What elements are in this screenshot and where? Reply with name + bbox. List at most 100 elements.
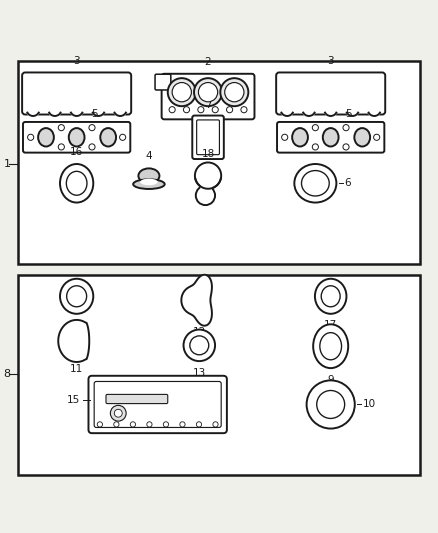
Ellipse shape — [133, 179, 165, 189]
Circle shape — [312, 125, 318, 131]
Text: 2: 2 — [205, 57, 212, 67]
FancyBboxPatch shape — [106, 394, 168, 403]
Circle shape — [343, 144, 349, 150]
Polygon shape — [181, 275, 212, 326]
Circle shape — [163, 422, 169, 427]
Circle shape — [97, 422, 102, 427]
Circle shape — [226, 107, 233, 113]
Ellipse shape — [38, 128, 54, 147]
Circle shape — [241, 107, 247, 113]
Circle shape — [213, 422, 218, 427]
FancyBboxPatch shape — [276, 72, 385, 115]
Circle shape — [114, 422, 119, 427]
FancyBboxPatch shape — [88, 376, 227, 433]
Ellipse shape — [315, 279, 346, 314]
Circle shape — [48, 105, 61, 118]
Bar — [18, 275, 420, 474]
Text: 7: 7 — [205, 100, 212, 110]
Circle shape — [147, 422, 152, 427]
Circle shape — [220, 78, 248, 106]
Ellipse shape — [69, 128, 85, 147]
Circle shape — [184, 329, 215, 361]
FancyBboxPatch shape — [192, 116, 224, 159]
Text: 17: 17 — [324, 320, 337, 330]
Circle shape — [282, 134, 288, 140]
FancyBboxPatch shape — [277, 122, 384, 152]
Circle shape — [317, 391, 345, 418]
Circle shape — [198, 107, 204, 113]
Text: 3: 3 — [73, 56, 80, 66]
Circle shape — [194, 78, 222, 106]
Text: 5: 5 — [345, 109, 352, 119]
Circle shape — [110, 405, 126, 421]
Text: 5: 5 — [91, 109, 98, 119]
Circle shape — [89, 125, 95, 131]
Text: 10: 10 — [363, 399, 376, 409]
Circle shape — [180, 422, 185, 427]
Ellipse shape — [67, 286, 87, 307]
Circle shape — [28, 134, 34, 140]
Text: 4: 4 — [145, 151, 152, 161]
Text: 8: 8 — [4, 369, 11, 379]
Circle shape — [225, 83, 244, 102]
Text: 13: 13 — [193, 368, 206, 378]
Ellipse shape — [321, 286, 340, 307]
FancyBboxPatch shape — [155, 74, 171, 90]
Circle shape — [212, 107, 218, 113]
Circle shape — [374, 134, 380, 140]
Circle shape — [343, 125, 349, 131]
Ellipse shape — [320, 333, 342, 360]
FancyBboxPatch shape — [197, 120, 219, 155]
Circle shape — [184, 107, 190, 113]
Circle shape — [302, 105, 315, 118]
Circle shape — [114, 105, 127, 118]
Circle shape — [27, 105, 39, 118]
Circle shape — [368, 105, 381, 118]
Circle shape — [70, 105, 83, 118]
Circle shape — [198, 83, 218, 102]
Text: 12: 12 — [193, 327, 206, 336]
Circle shape — [89, 144, 95, 150]
Circle shape — [120, 134, 126, 140]
FancyBboxPatch shape — [162, 74, 254, 119]
Circle shape — [196, 422, 201, 427]
Ellipse shape — [301, 171, 329, 196]
FancyBboxPatch shape — [22, 72, 131, 115]
Circle shape — [281, 105, 293, 118]
Text: 14: 14 — [70, 320, 83, 330]
Text: 11: 11 — [70, 364, 83, 374]
Text: 1: 1 — [4, 159, 11, 168]
Circle shape — [172, 83, 191, 102]
Ellipse shape — [66, 171, 87, 195]
Circle shape — [324, 105, 337, 118]
Circle shape — [168, 78, 196, 106]
Ellipse shape — [313, 324, 348, 368]
Circle shape — [92, 105, 105, 118]
Text: 9: 9 — [327, 375, 334, 385]
Circle shape — [130, 422, 135, 427]
Ellipse shape — [60, 164, 93, 203]
Text: 6: 6 — [344, 178, 351, 188]
Circle shape — [190, 336, 209, 355]
Circle shape — [195, 163, 221, 189]
Circle shape — [169, 107, 175, 113]
Ellipse shape — [294, 164, 336, 203]
Circle shape — [58, 144, 64, 150]
Text: 18: 18 — [201, 149, 215, 159]
Ellipse shape — [354, 128, 370, 147]
Bar — [18, 61, 420, 264]
FancyBboxPatch shape — [201, 181, 212, 191]
Ellipse shape — [323, 128, 339, 147]
Text: 3: 3 — [327, 56, 334, 66]
Polygon shape — [58, 320, 89, 362]
FancyBboxPatch shape — [23, 122, 131, 152]
Circle shape — [114, 409, 122, 417]
Circle shape — [307, 381, 355, 429]
Text: 16: 16 — [70, 148, 83, 157]
Circle shape — [312, 144, 318, 150]
Ellipse shape — [60, 279, 93, 314]
Circle shape — [58, 125, 64, 131]
Ellipse shape — [140, 179, 158, 185]
Text: 15: 15 — [67, 395, 80, 405]
Ellipse shape — [138, 168, 159, 183]
